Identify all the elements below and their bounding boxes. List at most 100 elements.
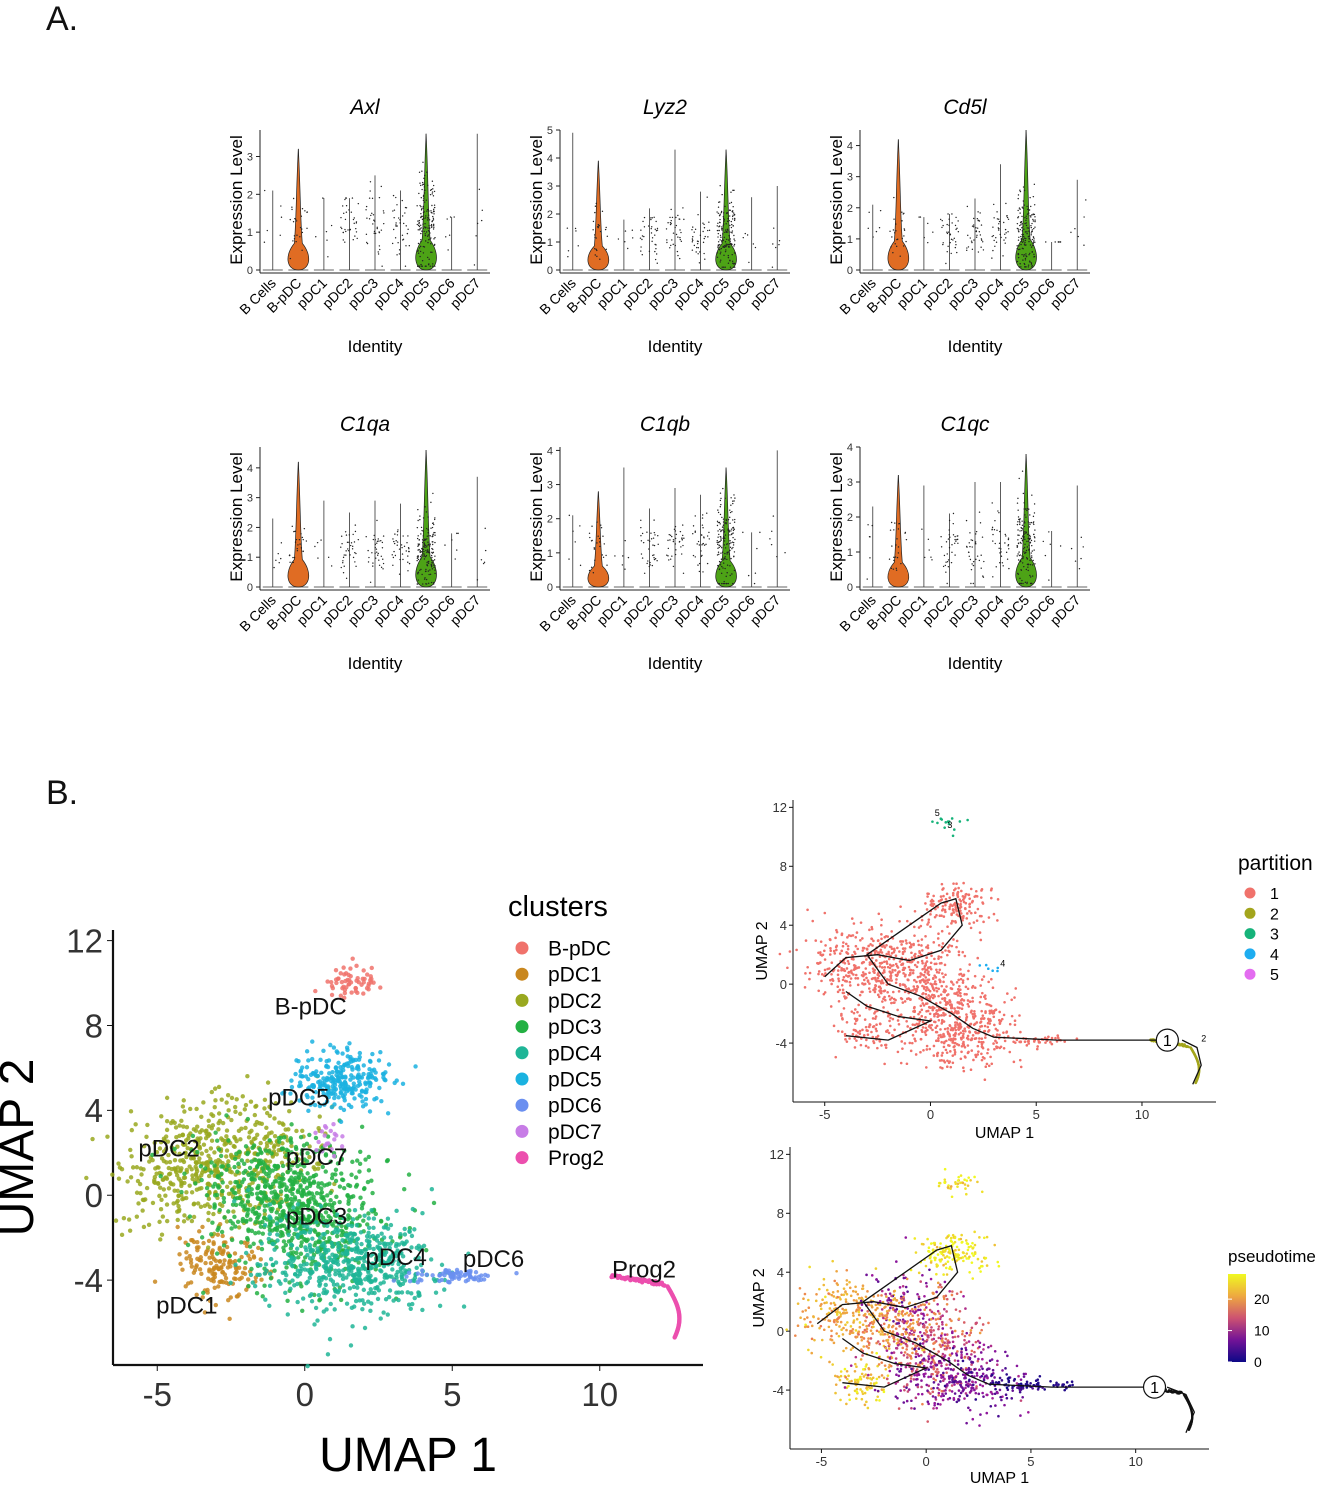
cell-point: [166, 1152, 171, 1158]
data-point: [407, 555, 409, 557]
data-point: [1024, 514, 1026, 516]
data-point: [972, 564, 975, 567]
cell-point: [233, 1224, 238, 1229]
data-point: [698, 570, 701, 573]
data-point: [1027, 564, 1030, 566]
data-point: [280, 216, 283, 218]
cell-point: [239, 1199, 245, 1205]
data-point: [727, 582, 729, 585]
data-point: [473, 264, 476, 266]
cell-point: [368, 1287, 373, 1292]
cell-point: [277, 1203, 283, 1209]
data-point: [1026, 232, 1028, 235]
cell-point: [265, 1080, 271, 1085]
legend-swatch-pdc2: [515, 993, 529, 1007]
cell-point: [295, 1299, 300, 1305]
data-point: [718, 521, 721, 524]
data-point: [732, 529, 735, 532]
cell-point: [214, 1263, 219, 1269]
data-point: [429, 265, 431, 267]
cell-point: [332, 1088, 337, 1093]
data-point: [895, 569, 898, 571]
data-point: [423, 558, 426, 560]
data-point: [433, 531, 435, 534]
data-point: [350, 211, 353, 213]
data-point: [716, 211, 718, 213]
data-point: [293, 530, 295, 533]
cell-point: [340, 1238, 345, 1243]
cell-point: [835, 928, 838, 932]
cell-point: [324, 1063, 329, 1068]
cell-point: [216, 1284, 221, 1289]
cell-point: [348, 1054, 353, 1060]
data-point: [380, 185, 382, 188]
data-point: [1021, 535, 1024, 537]
data-point: [998, 542, 1001, 544]
data-point: [1025, 237, 1027, 240]
data-point: [351, 548, 354, 550]
data-point: [418, 225, 421, 228]
data-point: [720, 247, 723, 250]
data-point: [729, 509, 731, 511]
data-point: [419, 224, 422, 226]
cell-point: [231, 1209, 236, 1214]
cell-point: [883, 946, 887, 949]
cell-point: [315, 1318, 320, 1323]
x-tick-label: pDC7: [747, 275, 784, 312]
data-point: [433, 206, 436, 209]
cell-point: [233, 1270, 238, 1276]
cell-point: [267, 1271, 273, 1276]
data-point: [444, 544, 446, 546]
data-point: [367, 561, 370, 563]
data-point: [653, 544, 656, 547]
cell-point: [834, 1055, 838, 1059]
data-point: [597, 535, 599, 537]
cell-point: [166, 1172, 172, 1177]
data-point: [432, 564, 435, 566]
cell-point: [836, 985, 840, 989]
data-point: [969, 558, 972, 561]
cell-point: [177, 1133, 182, 1139]
cell-point: [267, 1138, 272, 1143]
data-point: [894, 243, 896, 245]
cell-point: [328, 1128, 333, 1134]
cell-point: [212, 1104, 217, 1110]
cell-point: [232, 1198, 237, 1204]
cell-point: [159, 1156, 165, 1161]
data-point: [418, 219, 421, 222]
data-point: [1005, 237, 1007, 239]
data-point: [330, 224, 333, 227]
cell-point: [244, 1218, 249, 1223]
data-point: [298, 539, 301, 541]
data-point: [429, 569, 431, 571]
data-point: [292, 561, 294, 564]
data-point: [347, 229, 349, 231]
data-point: [1023, 189, 1026, 192]
cell-point: [350, 956, 355, 961]
x-axis-label: UMAP 1: [975, 1125, 1034, 1142]
data-point: [1002, 565, 1004, 567]
cell-point: [138, 1191, 143, 1196]
data-point: [416, 583, 419, 585]
violin-fill-pDC5: [415, 449, 437, 588]
cell-point: [215, 1174, 220, 1180]
data-point: [427, 516, 429, 518]
data-point: [692, 554, 695, 557]
data-point: [425, 215, 427, 217]
data-point: [1029, 252, 1031, 255]
data-point: [289, 257, 292, 260]
data-point: [722, 537, 724, 539]
data-point: [717, 541, 720, 544]
data-point: [731, 211, 734, 213]
cell-point: [321, 1048, 326, 1054]
data-point: [732, 189, 734, 192]
cell-point: [204, 1185, 210, 1191]
data-point: [1029, 244, 1032, 246]
violin-ylabel: Expression Level: [227, 452, 246, 581]
data-point: [895, 223, 897, 225]
cell-point: [837, 999, 841, 1003]
y-tick-label: 4: [547, 153, 553, 165]
data-point: [716, 225, 718, 227]
x-tick-label: 0: [927, 1107, 934, 1122]
cell-point: [267, 1227, 273, 1233]
